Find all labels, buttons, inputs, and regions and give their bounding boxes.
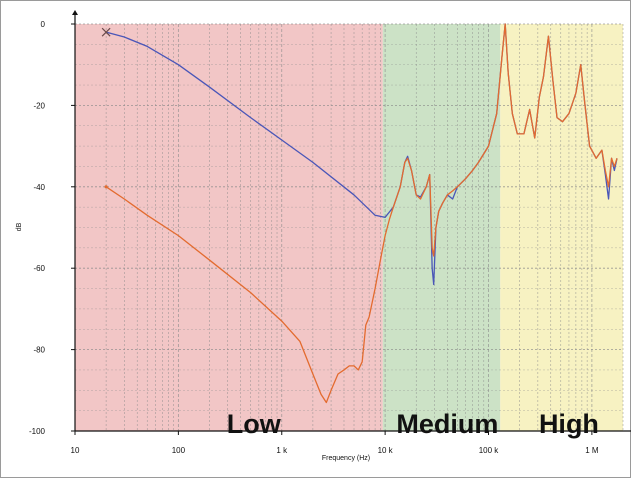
- y-axis-arrow: [72, 10, 78, 15]
- series-start-marker: [101, 27, 111, 37]
- tick-labels: 10 100 1 k 10 k 100 k 1 M 0 -20 -40 -60 -80 -100: [29, 20, 599, 455]
- band-labels: Low Medium High: [227, 409, 599, 439]
- y-tick-label: -20: [33, 101, 45, 110]
- x-tick-label: 10 k: [378, 446, 394, 455]
- x-tick-label: 10: [71, 446, 80, 455]
- band-label-medium: Medium: [396, 409, 498, 439]
- series-line-2: [105, 23, 618, 404]
- y-tick-label: -100: [29, 427, 46, 436]
- x-axis-title: Frequency (Hz): [322, 455, 370, 462]
- y-tick-label: -60: [33, 264, 45, 273]
- axes: [71, 10, 631, 435]
- y-tick-label: -80: [33, 346, 45, 355]
- series-start-marker: [104, 185, 108, 189]
- x-tick-label: 100: [172, 446, 186, 455]
- band-label-low: Low: [227, 409, 282, 439]
- y-axis-title: dB: [16, 222, 23, 231]
- x-tick-label: 100 k: [479, 446, 500, 455]
- y-tick-label: 0: [41, 20, 46, 29]
- x-tick-label: 1 k: [276, 446, 288, 455]
- y-tick-label: -40: [33, 183, 45, 192]
- x-tick-label: 1 M: [585, 446, 599, 455]
- data-series: [101, 23, 618, 404]
- band-label-high: High: [539, 409, 599, 439]
